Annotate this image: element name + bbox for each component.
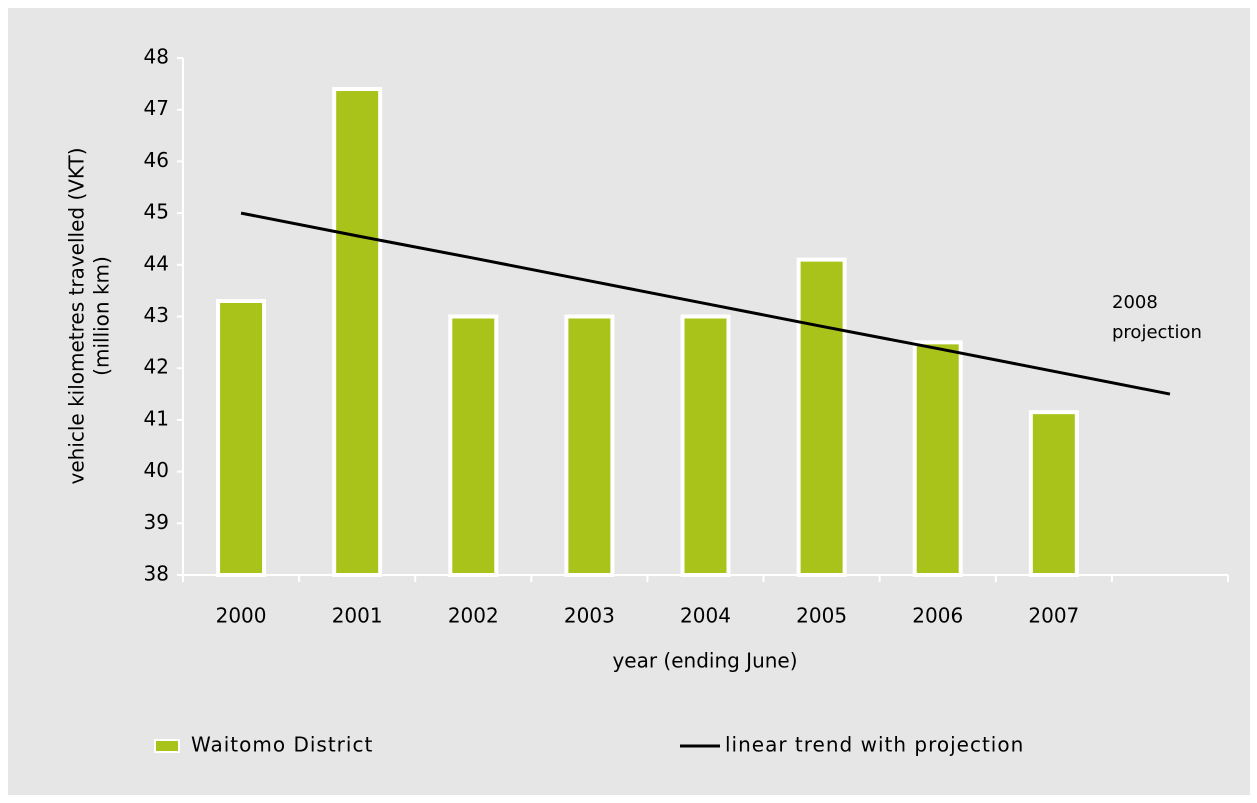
x-tick-label: 2003 [564,604,615,628]
y-tick-label: 47 [144,96,169,120]
y-tick-label: 45 [144,200,169,224]
x-tick-label: 2001 [332,604,383,628]
y-tick-label: 46 [144,148,169,172]
x-axis-title: year (ending June) [612,649,797,673]
bar [680,314,731,577]
y-tick-label: 44 [144,251,169,275]
x-tick-label: 2000 [216,604,267,628]
y-tick-label: 41 [144,406,169,430]
x-tick-label: 2006 [912,604,963,628]
y-axis-title: vehicle kilometres travelled (VKT) (mill… [65,147,114,484]
bar [796,257,847,577]
legend-label: Waitomo District [191,733,373,757]
annotation: projection [1112,322,1202,343]
bar [564,314,615,577]
x-tick-label: 2007 [1028,604,1079,628]
x-tick-label: 2005 [796,604,847,628]
y-axis-title-line: vehicle kilometres travelled (VKT) [65,147,89,484]
y-tick-label: 40 [144,458,169,482]
y-tick-label: 48 [144,45,169,69]
annotation: 2008 [1112,292,1158,313]
bar [1028,410,1079,577]
x-tick-label: 2004 [680,604,731,628]
chart-background [8,8,1250,795]
y-tick-label: 42 [144,355,169,379]
trend-line [240,211,1171,396]
legend-swatch [154,739,180,753]
legend-label: linear trend with projection [725,733,1024,757]
y-tick-label: 39 [144,510,169,534]
y-axis-title-line: (million km) [90,256,114,376]
bar [912,340,963,577]
x-tick-label: 2002 [448,604,499,628]
bar [448,314,499,577]
bar [216,298,267,577]
y-tick-label: 38 [144,562,169,586]
y-tick-label: 43 [144,303,169,327]
bar [332,87,383,578]
